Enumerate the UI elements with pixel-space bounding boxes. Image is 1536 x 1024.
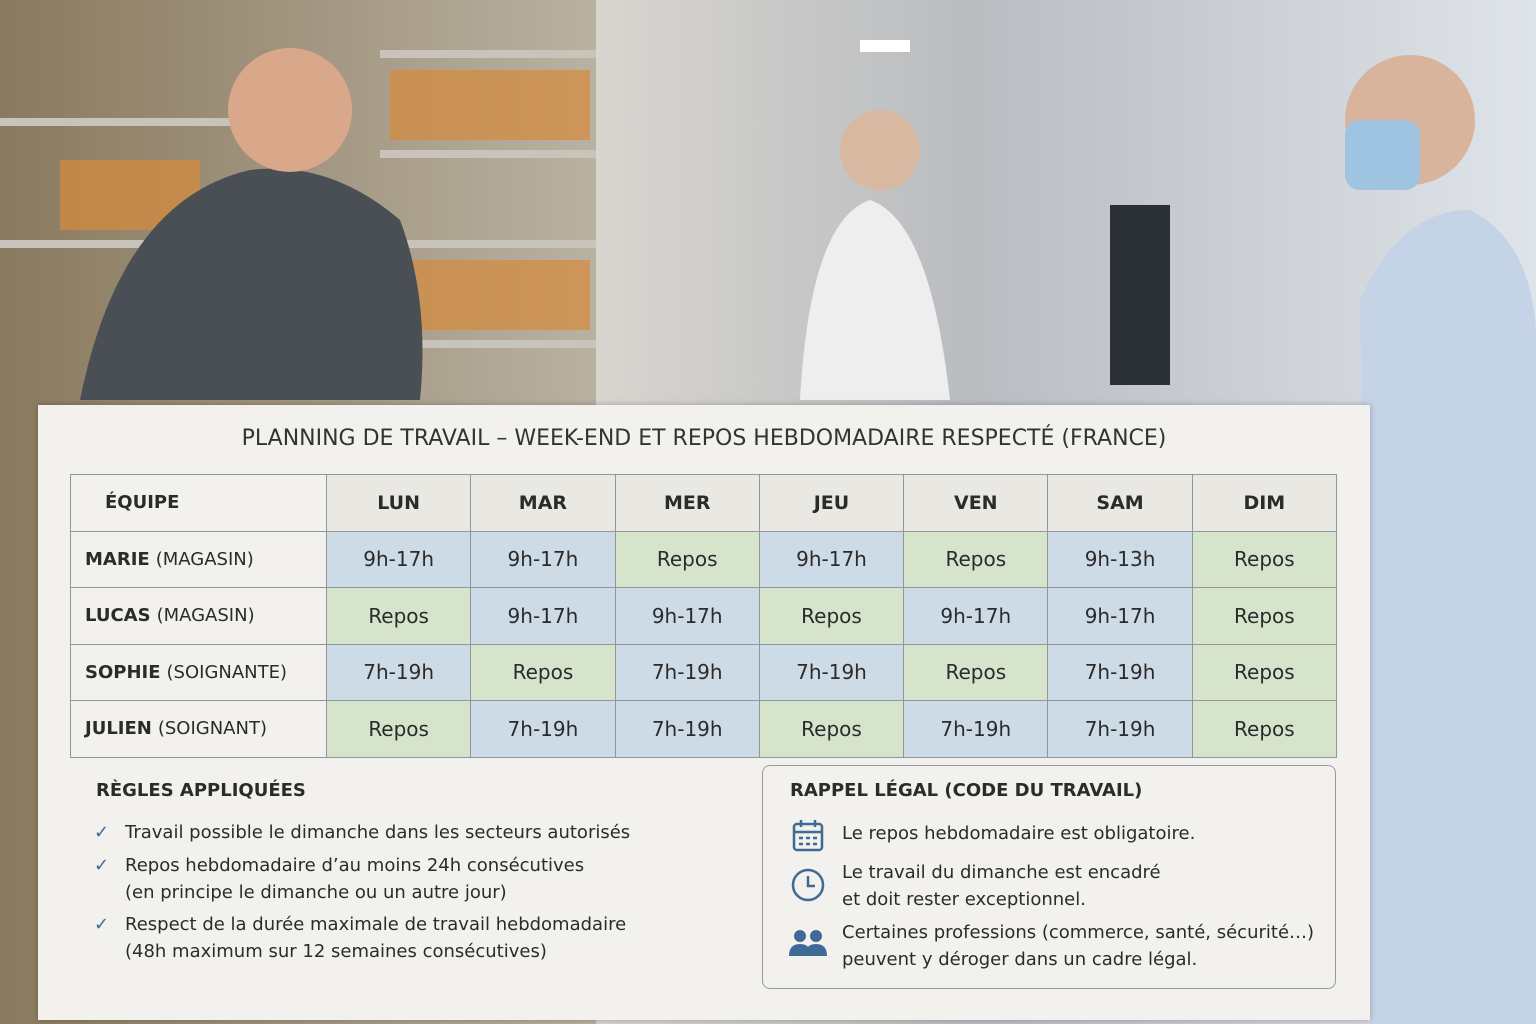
shift-cell: Repos [758,587,905,645]
shift-cell: Repos [470,643,616,701]
item-line: Certaines professions (commerce, santé, … [842,922,1315,943]
check-mark: ✓ [94,855,110,876]
item-line: Travail possible le dimanche dans les se… [125,822,631,843]
shift-cell: 7h-19h [614,643,760,701]
employee-cell: LUCAS (MAGASIN) [70,587,327,645]
shift-cell: Repos [1191,530,1337,588]
header-cell: VEN [903,474,1049,532]
shift-cell: 9h-17h [1047,587,1193,645]
shift-cell: 9h-17h [758,530,905,588]
employee-role: (MAGASIN) [156,605,255,627]
employee-name: MARIE [85,548,150,570]
item-line: Le repos hebdomadaire est obligatoire. [842,823,1196,844]
shift-cell: Repos [1191,587,1337,645]
shift-cell: 9h-17h [470,530,616,588]
employee-name: JULIEN [85,718,152,740]
item-line: Le travail du dimanche est encadré [842,862,1161,883]
shift-cell: 7h-19h [758,643,905,701]
shift-cell: Repos [614,530,760,588]
employee-cell: SOPHIE (SOIGNANTE) [70,643,327,701]
item-line: Repos hebdomadaire d’au moins 24h conséc… [125,855,585,876]
check-mark: ✓ [94,822,110,843]
header-cell: MAR [470,474,616,532]
shift-cell: Repos [326,587,472,645]
shift-cell: Repos [758,700,905,758]
shift-cell: 9h-17h [903,587,1049,645]
item-line: peuvent y déroger dans un cadre légal. [842,949,1198,970]
shift-cell: Repos [1191,700,1337,758]
section-title: RÈGLES APPLIQUÉES [96,780,306,801]
check-mark: ✓ [94,914,110,935]
clock-icon [791,868,825,902]
item-line: Respect de la durée maximale de travail … [125,914,627,935]
section-title: RAPPEL LÉGAL (CODE DU TRAVAIL) [790,780,1143,801]
shift-cell: 9h-17h [614,587,760,645]
calendar-icon [792,820,824,852]
item-line: (48h maximum sur 12 semaines consécutive… [125,941,547,962]
employee-role: (SOIGNANTE) [166,661,288,683]
item-line: et doit rester exceptionnel. [842,889,1086,910]
employee-name: LUCAS [85,605,151,627]
shift-cell: 7h-19h [470,700,616,758]
shift-cell: Repos [326,700,472,758]
shift-cell: 9h-13h [1047,530,1193,588]
shift-cell: Repos [903,530,1049,588]
legal-box [762,765,1336,989]
header-cell: JEU [758,474,905,532]
employee-role: (SOIGNANT) [157,718,267,740]
item-line: (en principe le dimanche ou un autre jou… [125,882,507,903]
employee-cell: MARIE (MAGASIN) [70,530,327,588]
shift-cell: 9h-17h [470,587,616,645]
shift-cell: 9h-17h [326,530,472,588]
shift-cell: 7h-19h [614,700,760,758]
header-cell: DIM [1191,474,1337,532]
employee-name: SOPHIE [85,661,161,683]
title: PLANNING DE TRAVAIL – WEEK-END ET REPOS … [241,426,1167,451]
employee-cell: JULIEN (SOIGNANT) [70,700,327,758]
header-cell: LUN [326,474,472,532]
people-icon [789,930,827,956]
header-cell: ÉQUIPE [70,474,327,532]
employee-role: (MAGASIN) [155,548,254,570]
